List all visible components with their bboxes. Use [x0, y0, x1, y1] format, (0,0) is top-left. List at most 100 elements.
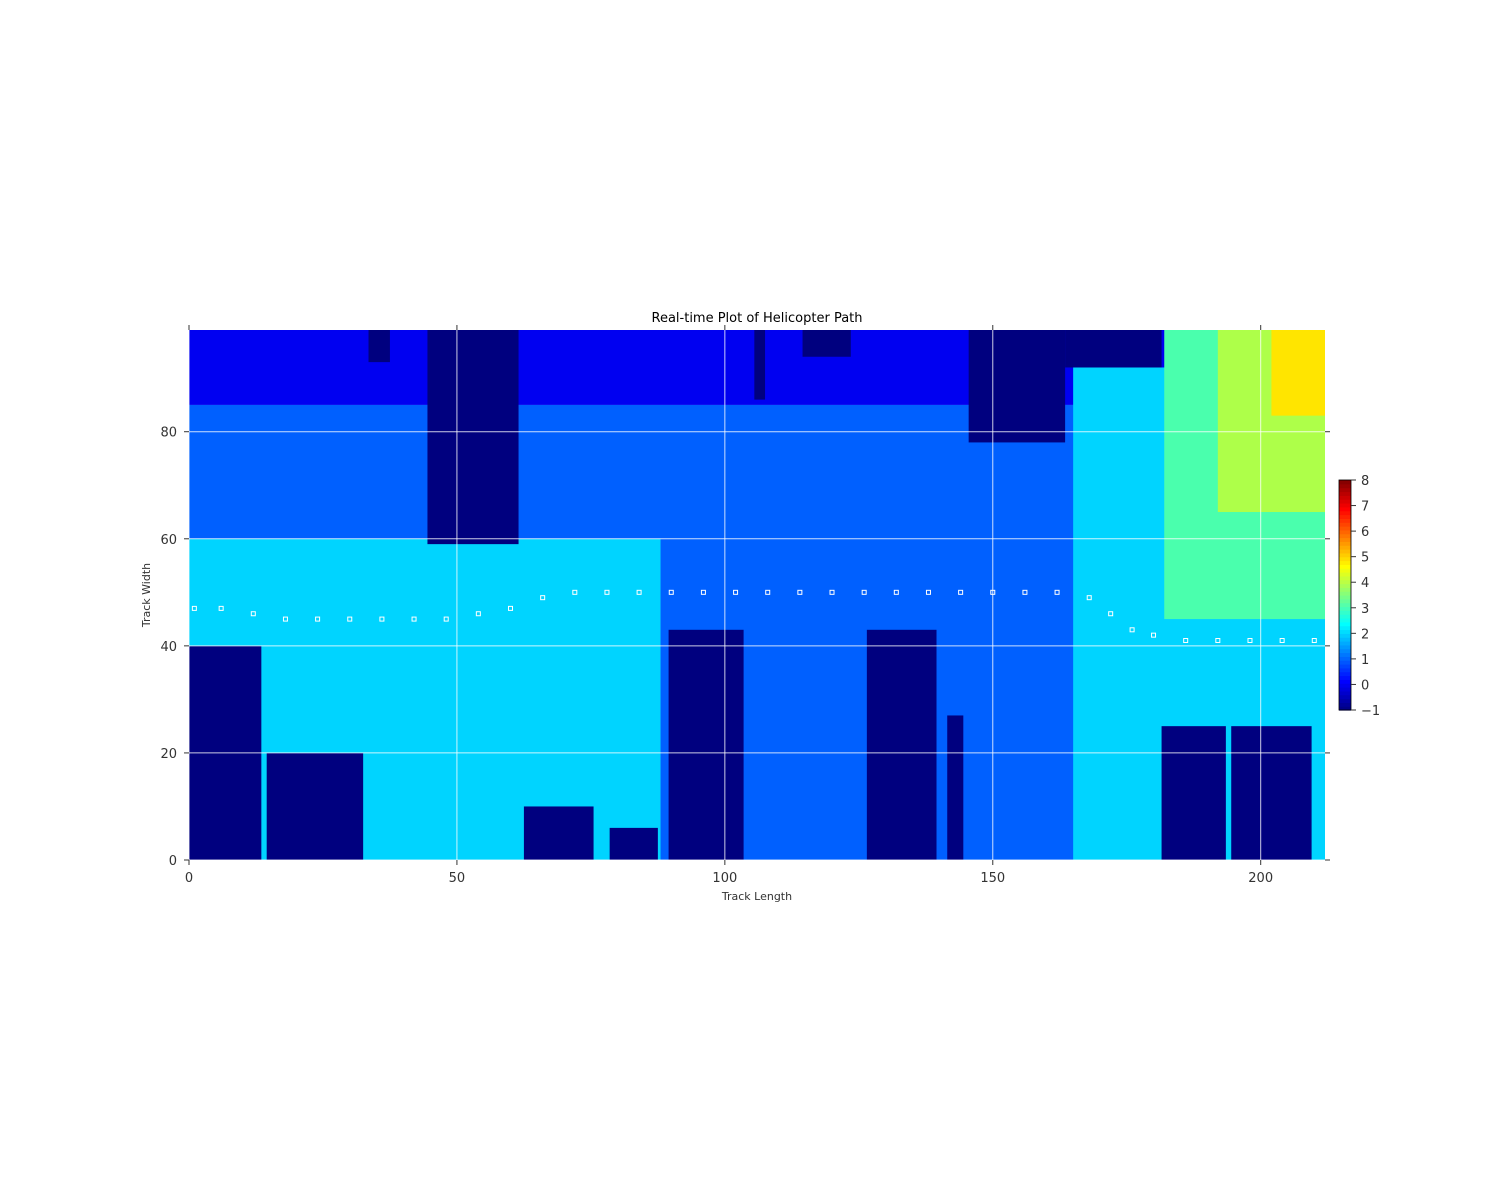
colorbar-segment	[1339, 625, 1351, 631]
colorbar-segment	[1339, 503, 1351, 508]
axes: 0 50 100 150 200 0 20 40 60 80	[160, 325, 1330, 886]
colorbar-segment	[1339, 483, 1351, 489]
colorbar-segment	[1339, 564, 1351, 569]
y-tick-label: 20	[160, 747, 177, 762]
colorbar-segment	[1339, 637, 1351, 642]
obstacle-cell	[1161, 726, 1226, 860]
colorbar-segment	[1339, 587, 1351, 592]
colorbar-segment	[1339, 552, 1351, 558]
colorbar-segment	[1339, 522, 1351, 527]
colorbar-segment	[1339, 595, 1351, 600]
path-point	[861, 589, 867, 595]
colorbar-segment	[1339, 526, 1351, 531]
path-point	[1108, 611, 1114, 617]
colorbar-segment	[1339, 671, 1351, 677]
colorbar-segment	[1339, 606, 1351, 611]
path-point	[1022, 589, 1028, 595]
colorbar-segment	[1339, 545, 1351, 550]
colorbar-segment	[1339, 644, 1351, 650]
colorbar-segment	[1339, 510, 1351, 516]
obstacle-cell	[754, 330, 766, 400]
path-point	[733, 589, 739, 595]
colorbar-segment	[1339, 568, 1351, 573]
colorbar-segment	[1339, 702, 1351, 707]
obstacle-cell	[368, 330, 390, 363]
x-tick-label: 50	[449, 871, 466, 886]
colorbar-segment	[1339, 698, 1351, 703]
colorbar-segment	[1339, 579, 1351, 585]
colorbar-segment	[1339, 629, 1351, 634]
x-tick-label: 0	[185, 871, 193, 886]
y-tick-label: 40	[160, 640, 177, 655]
colorbar-segment	[1339, 675, 1351, 680]
x-tick-label: 200	[1248, 871, 1273, 886]
path-point	[958, 589, 964, 595]
colorbar-segment	[1339, 641, 1351, 646]
path-point	[379, 616, 385, 622]
colorbar-tick-label: 0	[1361, 678, 1369, 693]
path-point	[250, 611, 256, 617]
path-point	[1129, 627, 1135, 633]
plot-area	[189, 330, 1325, 860]
path-point	[1183, 638, 1189, 644]
path-point	[893, 589, 899, 595]
colorbar-segment	[1339, 480, 1351, 485]
path-point	[191, 605, 197, 611]
colorbar-segment	[1339, 618, 1351, 623]
path-point	[765, 589, 771, 595]
obstacle-cell	[947, 715, 964, 860]
x-axis-label: Track Length	[721, 890, 792, 903]
path-point	[604, 589, 610, 595]
colorbar-segment	[1339, 610, 1351, 615]
path-point	[636, 589, 642, 595]
colorbar-segment	[1339, 514, 1351, 519]
chart-title: Real-time Plot of Helicopter Path	[652, 311, 863, 326]
colorbar-segment	[1339, 614, 1351, 619]
colorbar-segment	[1339, 506, 1351, 512]
colorbar-segment	[1339, 660, 1351, 665]
colorbar-tick-label: 5	[1361, 551, 1369, 566]
obstacle-cell	[1065, 330, 1162, 368]
path-point	[315, 616, 321, 622]
colorbar-segment	[1339, 690, 1351, 696]
colorbar-segment	[1339, 529, 1351, 535]
y-axis-label: Track Width	[140, 563, 153, 628]
y-tick-label: 80	[160, 426, 177, 441]
path-point	[475, 611, 481, 617]
y-tick-label: 60	[160, 533, 177, 548]
colorbar-segment	[1339, 633, 1351, 638]
obstacle-cell	[968, 330, 1066, 443]
obstacle-cell	[1231, 726, 1312, 860]
colorbar-segment	[1339, 491, 1351, 496]
colorbar-segment	[1339, 572, 1351, 577]
colorbar-segment	[1339, 679, 1351, 684]
obstacle-cell	[427, 330, 519, 545]
path-point	[700, 589, 706, 595]
colorbar-segment	[1339, 694, 1351, 700]
obstacle-cell	[609, 827, 658, 860]
colorbar-segment	[1339, 621, 1351, 627]
path-point	[1086, 595, 1092, 601]
colorbar-segment	[1339, 541, 1351, 546]
colorbar-segment	[1339, 583, 1351, 588]
path-point	[668, 589, 674, 595]
colorbar-tick-label: 6	[1361, 525, 1369, 540]
obstacle-cell	[266, 752, 364, 860]
colorbar-segment	[1339, 598, 1351, 604]
colorbar-segment	[1339, 687, 1351, 692]
colorbar-tick-label: 8	[1361, 474, 1369, 489]
colorbar-tick-label: 7	[1361, 500, 1369, 515]
colorbar-segment	[1339, 591, 1351, 596]
colorbar-tick-label: 1	[1361, 653, 1369, 668]
colorbar-segment	[1339, 556, 1351, 562]
colorbar-segment	[1339, 518, 1351, 523]
colorbar-segment	[1339, 664, 1351, 669]
path-point	[443, 616, 449, 622]
obstacle-cell	[802, 330, 851, 357]
path-point	[282, 616, 288, 622]
path-point	[1151, 632, 1157, 638]
colorbar-segment	[1339, 683, 1351, 688]
obstacle-cell	[523, 806, 594, 860]
colorbar-segment	[1339, 648, 1351, 654]
